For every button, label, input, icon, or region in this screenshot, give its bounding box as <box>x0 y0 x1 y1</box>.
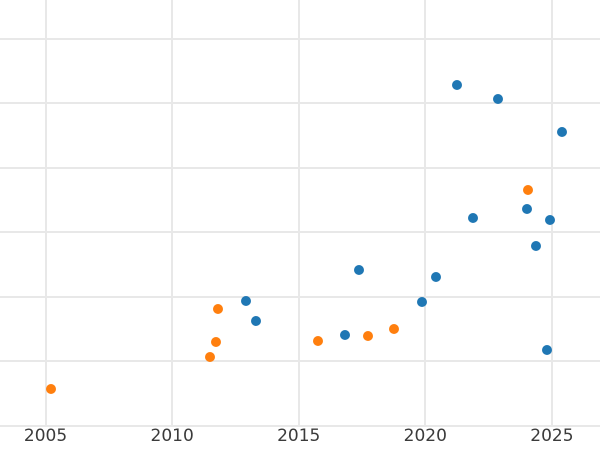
scatter-point-blue <box>467 212 478 223</box>
scatter-point-orange <box>45 384 56 395</box>
scatter-point-blue <box>542 345 553 356</box>
scatter-point-orange <box>363 330 374 341</box>
scatter-point-blue <box>240 296 251 307</box>
scatter-point-orange <box>212 303 223 314</box>
x-tick-label: 2025 <box>530 426 574 446</box>
scatter-point-blue <box>431 271 442 282</box>
scatter-point-blue <box>492 93 503 104</box>
scatter-point-orange <box>205 351 216 362</box>
scatter-point-blue <box>353 265 364 276</box>
vertical-gridline <box>171 0 174 426</box>
scatter-point-orange <box>210 337 221 348</box>
horizontal-gridline <box>0 231 600 234</box>
horizontal-gridline <box>0 360 600 363</box>
x-tick-label: 2010 <box>150 426 194 446</box>
horizontal-gridline <box>0 166 600 169</box>
vertical-gridline <box>550 0 553 426</box>
scatter-point-blue <box>556 126 567 137</box>
x-tick-label: 2005 <box>23 426 68 446</box>
scatter-point-blue <box>530 241 541 252</box>
x-tick-label: 2020 <box>403 426 447 446</box>
horizontal-gridline <box>0 295 600 298</box>
scatter-point-blue <box>416 297 427 308</box>
horizontal-gridline <box>0 37 600 40</box>
scatter-point-blue <box>544 215 555 226</box>
scatter-point-blue <box>451 80 462 91</box>
horizontal-gridline <box>0 424 600 427</box>
scatter-point-blue <box>521 203 532 214</box>
vertical-gridline <box>424 0 427 426</box>
vertical-gridline <box>297 0 300 426</box>
vertical-gridline <box>44 0 47 426</box>
scatter-point-blue <box>340 330 351 341</box>
horizontal-gridline <box>0 102 600 105</box>
scatter-point-orange <box>523 184 534 195</box>
scatter-point-orange <box>389 324 400 335</box>
scatter-point-blue <box>250 316 261 327</box>
scatter-point-orange <box>312 336 323 347</box>
x-tick-label: 2015 <box>277 426 321 446</box>
